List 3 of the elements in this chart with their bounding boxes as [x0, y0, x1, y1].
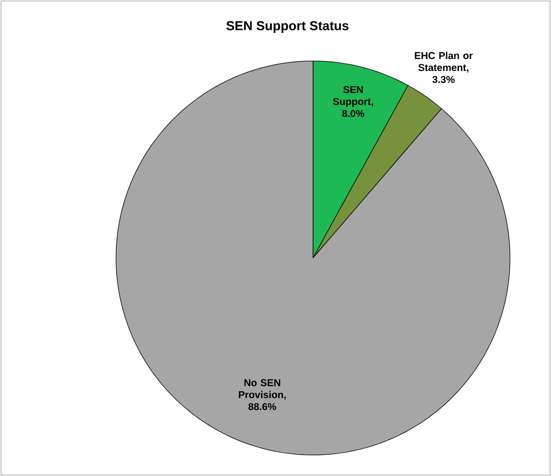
chart-title: SEN Support Status — [226, 21, 348, 33]
slice-label: No SEN Provision — [238, 379, 283, 398]
data-label: , 88.6% — [248, 396, 286, 410]
